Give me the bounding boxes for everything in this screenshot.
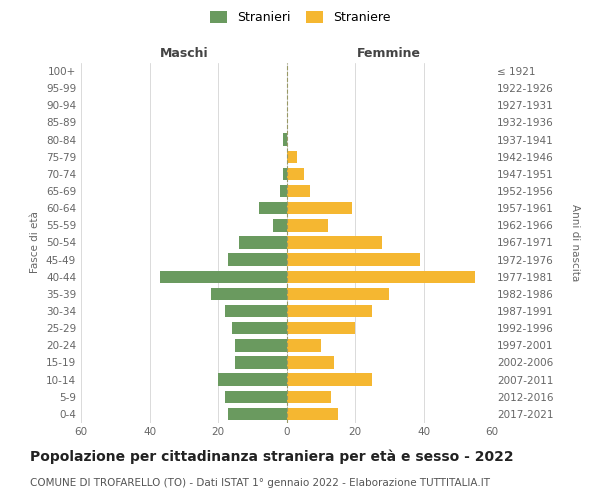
Bar	[287, 202, 352, 214]
Bar	[228, 408, 287, 420]
Bar	[287, 356, 334, 368]
Bar	[287, 236, 382, 248]
Bar	[287, 374, 372, 386]
Bar	[287, 339, 321, 351]
Bar	[235, 339, 287, 351]
Bar	[239, 236, 287, 248]
Legend: Stranieri, Straniere: Stranieri, Straniere	[207, 8, 393, 26]
Y-axis label: Anni di nascita: Anni di nascita	[570, 204, 580, 281]
Bar	[283, 134, 287, 146]
Bar	[232, 322, 287, 334]
Bar	[287, 408, 338, 420]
Bar	[218, 374, 287, 386]
Bar	[287, 168, 304, 180]
Text: Popolazione per cittadinanza straniera per età e sesso - 2022: Popolazione per cittadinanza straniera p…	[30, 450, 514, 464]
Bar	[280, 185, 287, 197]
Bar	[287, 219, 328, 232]
Bar	[225, 390, 287, 403]
Bar	[287, 254, 420, 266]
Text: Maschi: Maschi	[160, 47, 208, 60]
Text: Femmine: Femmine	[357, 47, 421, 60]
Bar	[287, 270, 475, 283]
Bar	[287, 322, 355, 334]
Bar	[228, 254, 287, 266]
Bar	[287, 185, 310, 197]
Bar	[273, 219, 287, 232]
Bar	[283, 168, 287, 180]
Bar	[160, 270, 287, 283]
Bar	[287, 305, 372, 317]
Bar	[287, 390, 331, 403]
Bar	[225, 305, 287, 317]
Bar	[235, 356, 287, 368]
Text: COMUNE DI TROFARELLO (TO) - Dati ISTAT 1° gennaio 2022 - Elaborazione TUTTITALIA: COMUNE DI TROFARELLO (TO) - Dati ISTAT 1…	[30, 478, 490, 488]
Bar	[287, 288, 389, 300]
Bar	[287, 150, 297, 163]
Bar	[259, 202, 287, 214]
Y-axis label: Fasce di età: Fasce di età	[31, 212, 40, 274]
Bar	[211, 288, 287, 300]
